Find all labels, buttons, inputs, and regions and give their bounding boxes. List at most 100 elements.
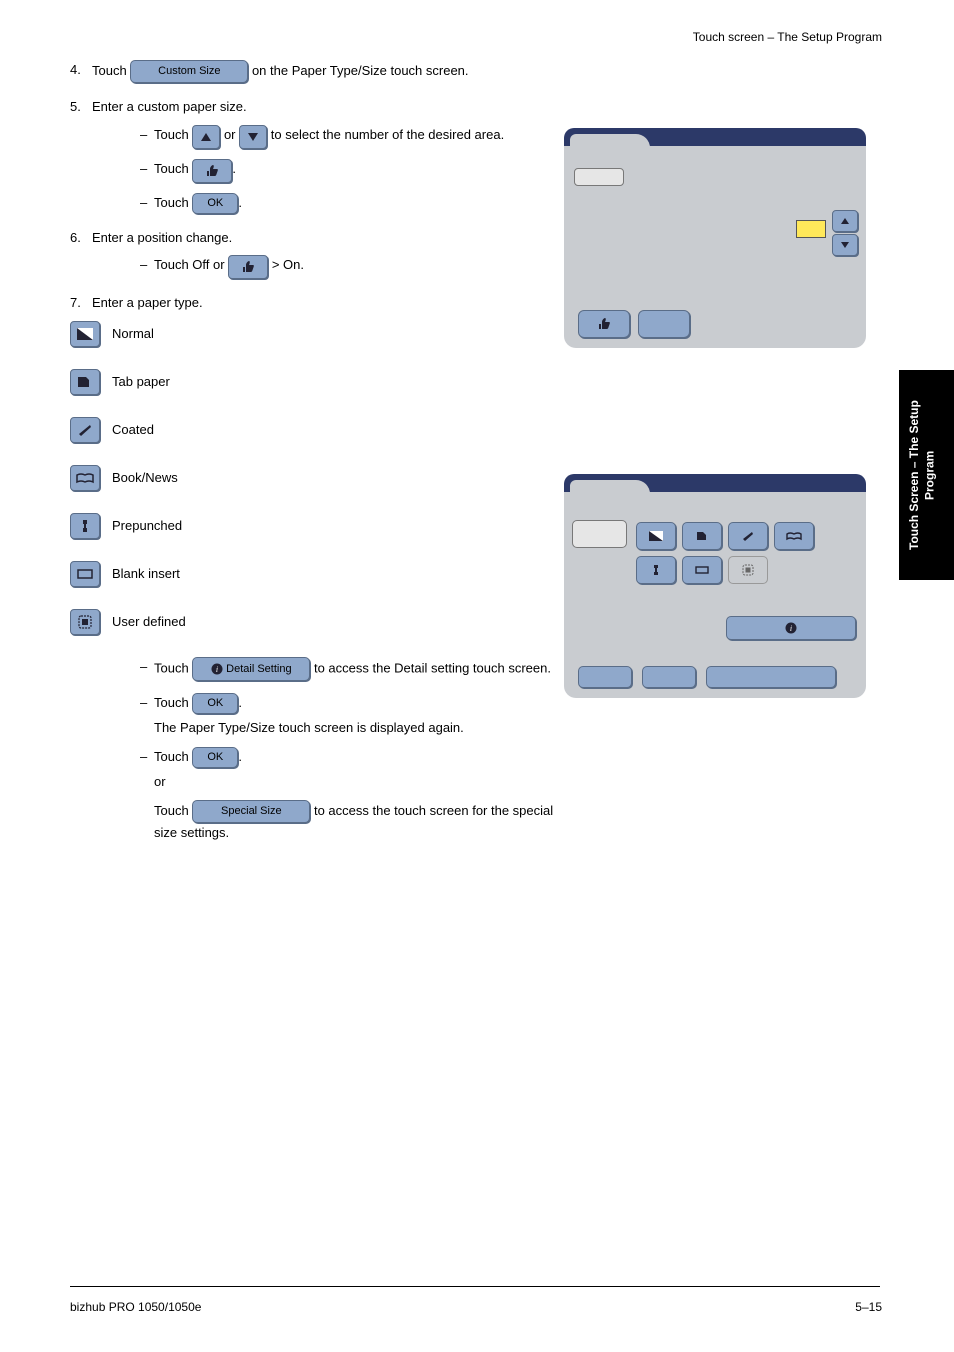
bullet: –: [140, 693, 154, 713]
step-5: 5. Enter a custom paper size. – Touch or…: [70, 97, 560, 214]
step-6-number: 6.: [70, 228, 92, 248]
paper-type-icon-list: Normal Tab paper Coated Book/News: [70, 321, 560, 635]
paper-type-coated: Coated: [70, 417, 560, 443]
blank-icon[interactable]: [70, 561, 100, 587]
punch-icon[interactable]: [70, 513, 100, 539]
page-number: 5–15: [855, 1300, 882, 1314]
book-icon[interactable]: [70, 465, 100, 491]
bullet: –: [140, 125, 154, 145]
thumb-icon[interactable]: [228, 255, 268, 279]
detail-setting-button[interactable]: i Detail Setting: [192, 657, 310, 681]
panel2-tab-icon[interactable]: [682, 522, 722, 550]
panel2-sub-tab: [572, 520, 627, 548]
step-4: 4. Touch Custom Size on the Paper Type/S…: [70, 60, 560, 83]
panel2-punch-icon[interactable]: [636, 556, 676, 584]
step-5-sub1-post: to select the number of the desired area…: [271, 125, 504, 145]
step-5-sub2-post: .: [232, 159, 236, 179]
step-5-text: Enter a custom paper size.: [92, 97, 560, 117]
panel2-btn-2[interactable]: [642, 666, 696, 688]
paper-type-normal: Normal: [70, 321, 560, 347]
paper-type-punch: Prepunched: [70, 513, 560, 539]
ok-button[interactable]: OK: [192, 193, 238, 214]
special-size-button[interactable]: Special Size: [192, 800, 310, 823]
detail-setting-label: Detail Setting: [226, 662, 291, 674]
userdef-icon[interactable]: [70, 609, 100, 635]
step-4-pre: Touch: [92, 63, 127, 78]
paper-type-book: Book/News: [70, 465, 560, 491]
coated-icon[interactable]: [70, 417, 100, 443]
step-5-sub1-mid: or: [224, 125, 236, 145]
bullet: –: [140, 159, 154, 179]
screenshot-panel-1: [564, 128, 866, 348]
normal-label: Normal: [112, 324, 154, 344]
panel2-detail-setting-button[interactable]: i: [726, 616, 856, 640]
step-6-sub1-mid: > On.: [272, 255, 304, 275]
blank-label: Blank insert: [112, 564, 180, 584]
normal-icon[interactable]: [70, 321, 100, 347]
book-label: Book/News: [112, 468, 178, 488]
step7-sub4-pre: Touch: [154, 803, 189, 818]
panel1-thumb-icon[interactable]: [578, 310, 630, 338]
panel2-userdef-icon[interactable]: [728, 556, 768, 584]
step-7-text: Enter a paper type.: [92, 293, 560, 313]
punch-label: Prepunched: [112, 516, 182, 536]
screenshot-panel-2: i: [564, 474, 866, 698]
step7-sub3-pre: Touch: [154, 749, 189, 764]
step-5-sub2-pre: Touch: [154, 159, 189, 179]
panel1-spinner: [832, 210, 858, 256]
step7-sub2-post: .: [238, 695, 242, 710]
panel2-btn-3[interactable]: [706, 666, 836, 688]
step-6-text: Enter a position change.: [92, 228, 560, 248]
panel1-value-field: [796, 220, 826, 238]
panel1-up-icon[interactable]: [832, 210, 858, 232]
step7-sub2-tail: The Paper Type/Size touch screen is disp…: [154, 718, 560, 738]
step7-sub3-tail: or: [154, 772, 560, 792]
step-5-sub3-pre: Touch: [154, 193, 189, 213]
bullet: –: [140, 255, 154, 275]
step7-sub3-post: .: [238, 749, 242, 764]
step-6-sub1-pre: Touch Off or: [154, 255, 225, 275]
panel2-header: [564, 474, 866, 506]
step-4-number: 4.: [70, 60, 92, 80]
step-5-number: 5.: [70, 97, 92, 117]
ok-button[interactable]: OK: [192, 747, 238, 768]
userdef-label: User defined: [112, 612, 186, 632]
instructions-column: 4. Touch Custom Size on the Paper Type/S…: [70, 60, 560, 856]
bullet: –: [140, 193, 154, 213]
chapter-title: Touch screen – The Setup Program: [693, 30, 882, 44]
down-arrow-icon[interactable]: [239, 125, 267, 149]
paper-type-tab: Tab paper: [70, 369, 560, 395]
panel2-blank-icon[interactable]: [682, 556, 722, 584]
step-7-number: 7.: [70, 293, 92, 313]
custom-size-button[interactable]: Custom Size: [130, 60, 248, 83]
svg-text:i: i: [790, 624, 792, 633]
step7-sub1-post: to access the Detail setting touch scree…: [314, 660, 551, 675]
panel2-btn-1[interactable]: [578, 666, 632, 688]
step7-sub1-pre: Touch: [154, 660, 189, 675]
footer-rule: [70, 1286, 880, 1287]
bullet: –: [140, 657, 154, 677]
tab-label: Tab paper: [112, 372, 170, 392]
footer-model: bizhub PRO 1050/1050e: [70, 1300, 201, 1314]
chapter-side-tab: Touch Screen – The Setup Program: [899, 370, 954, 580]
thumb-icon[interactable]: [192, 159, 232, 183]
panel1-down-icon[interactable]: [832, 234, 858, 256]
panel2-book-icon[interactable]: [774, 522, 814, 550]
step-5-sub3-post: .: [238, 193, 242, 213]
step-4-post: on the Paper Type/Size touch screen.: [252, 63, 469, 78]
step-5-sub1-pre: Touch: [154, 125, 189, 145]
up-arrow-icon[interactable]: [192, 125, 220, 149]
step-7: 7. Enter a paper type. Normal Tab paper: [70, 293, 560, 842]
svg-text:i: i: [216, 665, 218, 674]
tab-icon[interactable]: [70, 369, 100, 395]
chapter-side-tab-label: Touch Screen – The Setup Program: [899, 370, 946, 580]
paper-type-userdef: User defined: [70, 609, 560, 635]
step-6: 6. Enter a position change. – Touch Off …: [70, 228, 560, 280]
panel1-ok-button[interactable]: [638, 310, 690, 338]
panel1-header: [564, 128, 866, 160]
panel2-coated-icon[interactable]: [728, 522, 768, 550]
panel2-normal-icon[interactable]: [636, 522, 676, 550]
ok-button[interactable]: OK: [192, 693, 238, 714]
paper-type-blank: Blank insert: [70, 561, 560, 587]
bullet: [140, 800, 154, 820]
